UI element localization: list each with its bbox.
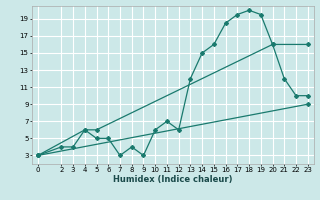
- X-axis label: Humidex (Indice chaleur): Humidex (Indice chaleur): [113, 175, 233, 184]
